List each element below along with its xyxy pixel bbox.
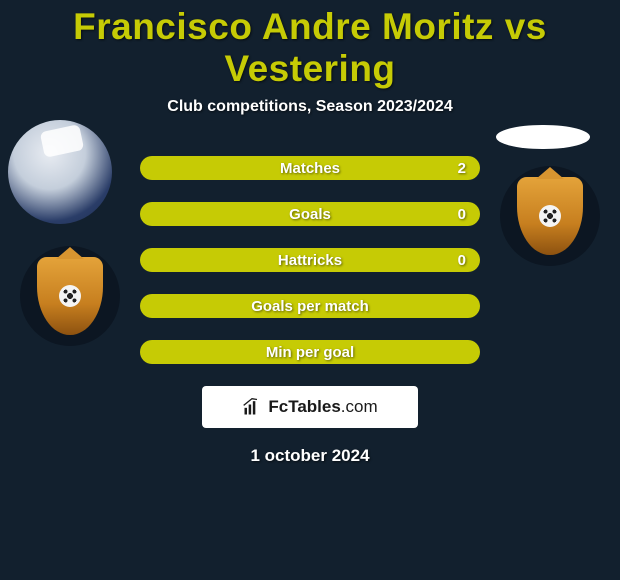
stat-row: Hattricks 0 <box>140 248 480 272</box>
soccer-ball-icon <box>539 205 561 227</box>
stat-label: Min per goal <box>266 344 354 361</box>
chart-icon <box>242 397 262 417</box>
page-subtitle: Club competitions, Season 2023/2024 <box>0 98 620 116</box>
stat-row: Goals per match <box>140 294 480 318</box>
attribution-badge[interactable]: FcTables.com <box>202 386 418 428</box>
stat-row: Goals 0 <box>140 202 480 226</box>
attribution-suffix: .com <box>341 397 378 416</box>
stat-label: Goals <box>289 206 331 223</box>
shield-icon <box>517 177 583 255</box>
attribution-text: FcTables.com <box>268 397 377 417</box>
stat-label: Hattricks <box>278 252 342 269</box>
club-logo-left <box>20 246 120 346</box>
stat-label: Matches <box>280 160 340 177</box>
footer-date: 1 october 2024 <box>0 446 620 466</box>
player-photo-right <box>496 125 590 149</box>
stat-value-right: 0 <box>458 252 466 269</box>
soccer-ball-icon <box>59 285 81 307</box>
shield-icon <box>37 257 103 335</box>
stats-bars: Matches 2 Goals 0 Hattricks 0 Goals per … <box>140 156 480 364</box>
attribution-site: FcTables <box>268 397 340 416</box>
stat-value-right: 0 <box>458 206 466 223</box>
stat-row: Matches 2 <box>140 156 480 180</box>
stat-row: Min per goal <box>140 340 480 364</box>
player-photo-left <box>8 120 112 224</box>
comparison-card: Francisco Andre Moritz vs Vestering Club… <box>0 0 620 466</box>
stat-value-right: 2 <box>458 160 466 177</box>
stat-label: Goals per match <box>251 298 369 315</box>
page-title: Francisco Andre Moritz vs Vestering <box>0 0 620 90</box>
club-logo-right <box>500 166 600 266</box>
